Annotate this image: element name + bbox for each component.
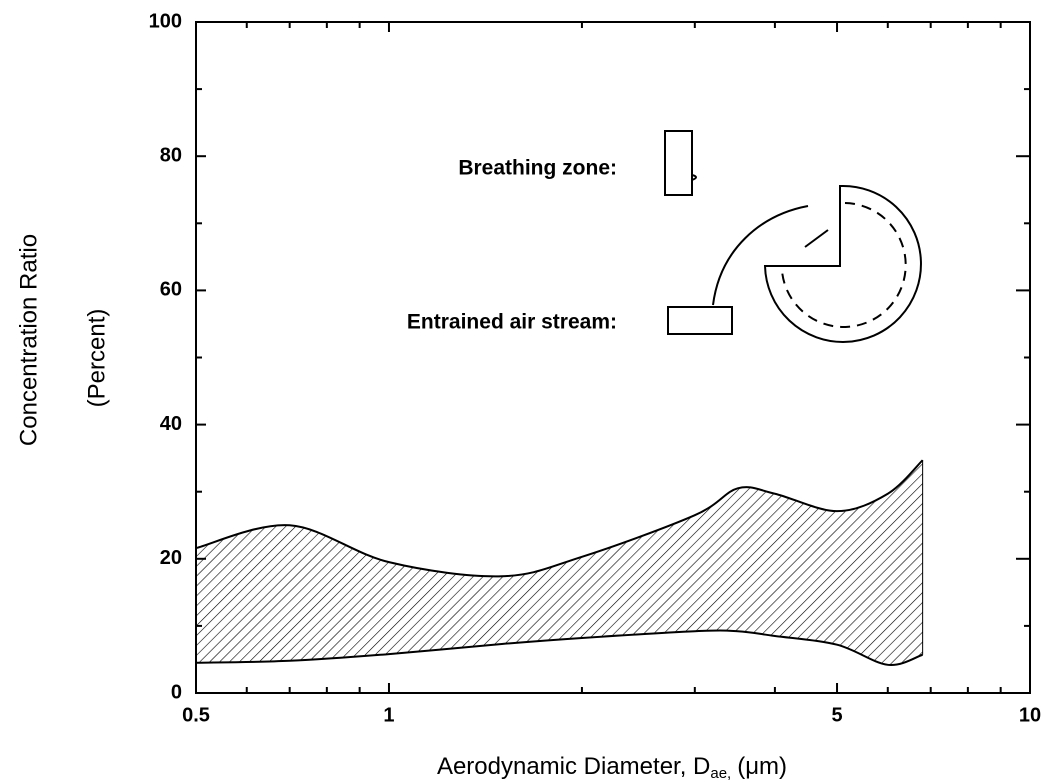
y-axis-label: Concentration Ratio: [15, 234, 42, 446]
x-axis-label: Aerodynamic Diameter, Dae, (μm): [437, 753, 787, 782]
lower-line: [195, 629, 923, 666]
annotation: Entrained air stream:: [407, 311, 617, 334]
y-tick-label: 20: [160, 547, 182, 569]
x-axis-label-main: Aerodynamic Diameter, D: [437, 753, 710, 780]
y-tick-label: 100: [149, 10, 182, 32]
sampler-diagram: [664, 130, 922, 343]
y-tick-label: 0: [171, 681, 182, 703]
x-axis-label-sub: ae,: [710, 765, 731, 782]
x-tick-label: 10: [1019, 704, 1041, 726]
y-tick-label: 80: [160, 144, 182, 166]
y-axis-label: (Percent): [83, 309, 110, 408]
x-tick-label: 1: [383, 704, 394, 726]
y-tick-label: 40: [160, 413, 182, 435]
x-tick-label: 0.5: [182, 704, 210, 726]
y-tick-label: 60: [160, 279, 182, 301]
annotation: Breathing zone:: [458, 157, 617, 180]
upper-line: [195, 459, 924, 578]
x-axis-label-unit: (μm): [737, 753, 787, 780]
band-fill: [196, 460, 923, 666]
x-tick-label: 5: [831, 704, 842, 726]
